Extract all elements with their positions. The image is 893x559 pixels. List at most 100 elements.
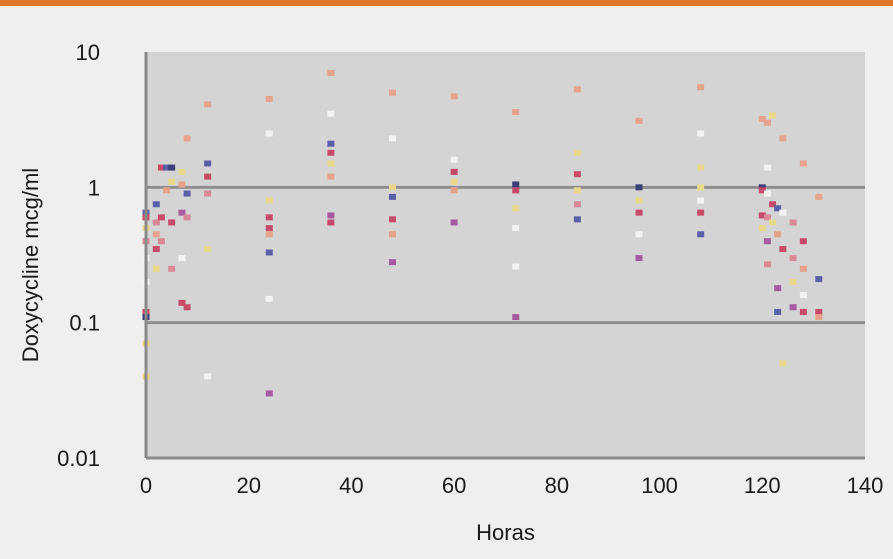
data-point	[157, 214, 165, 221]
data-point	[573, 201, 581, 208]
data-point	[789, 304, 797, 311]
data-point	[450, 178, 458, 185]
data-point	[758, 115, 766, 122]
data-point	[697, 130, 705, 137]
data-point	[327, 173, 335, 180]
data-point	[799, 308, 807, 315]
y-tick-labels: 10 1 0.1 0.01	[57, 40, 100, 471]
data-point	[389, 193, 397, 200]
y-axis-title: Doxycycline mcg/ml	[18, 168, 43, 362]
data-point	[183, 190, 191, 197]
data-point	[758, 225, 766, 232]
data-point	[163, 187, 171, 194]
data-point	[763, 214, 771, 221]
data-point	[152, 219, 160, 226]
data-point	[769, 112, 777, 119]
data-point	[758, 187, 766, 194]
data-point	[168, 178, 176, 185]
data-point	[265, 390, 273, 397]
data-point	[265, 130, 273, 137]
y-tick-label: 10	[76, 40, 100, 65]
data-point	[168, 164, 176, 171]
data-point	[178, 255, 186, 262]
data-point	[758, 212, 766, 219]
data-point	[789, 278, 797, 285]
plot-area	[146, 52, 865, 458]
x-tick-label: 40	[339, 473, 363, 498]
data-point	[573, 86, 581, 93]
data-point	[799, 238, 807, 245]
data-point	[389, 184, 397, 191]
data-point	[265, 95, 273, 102]
data-point	[265, 231, 273, 238]
data-point	[763, 190, 771, 197]
data-point	[697, 84, 705, 91]
data-point	[799, 160, 807, 167]
data-point	[573, 216, 581, 223]
data-point	[327, 219, 335, 226]
data-point	[774, 205, 782, 212]
data-point	[265, 249, 273, 256]
data-point	[573, 149, 581, 156]
data-point	[450, 168, 458, 175]
data-point	[450, 156, 458, 163]
data-point	[763, 261, 771, 268]
data-point	[763, 238, 771, 245]
data-point	[779, 360, 787, 367]
data-point	[389, 135, 397, 142]
data-point	[327, 160, 335, 167]
x-tick-label: 20	[236, 473, 260, 498]
data-point	[799, 265, 807, 272]
data-point	[697, 164, 705, 171]
data-point	[152, 265, 160, 272]
data-point	[769, 219, 777, 226]
data-point	[763, 164, 771, 171]
x-tick-label: 80	[545, 473, 569, 498]
data-point	[763, 119, 771, 126]
data-point	[573, 187, 581, 194]
data-point	[635, 184, 643, 191]
y-tick-label: 0.1	[69, 311, 100, 336]
data-point	[774, 308, 782, 315]
data-point	[183, 304, 191, 311]
data-point	[758, 184, 766, 191]
data-point	[204, 160, 212, 167]
data-point	[327, 110, 335, 117]
data-point	[779, 209, 787, 216]
x-tick-labels: 0 20 40 60 80 100 120 140	[140, 473, 883, 498]
data-point	[265, 225, 273, 232]
data-point	[697, 231, 705, 238]
data-point	[635, 197, 643, 204]
data-point	[635, 209, 643, 216]
data-point	[512, 187, 520, 194]
data-point	[815, 314, 823, 321]
data-point	[204, 246, 212, 253]
top-accent-bar	[0, 0, 893, 6]
data-point	[204, 373, 212, 380]
data-point	[635, 117, 643, 124]
data-point	[815, 276, 823, 283]
data-point	[152, 246, 160, 253]
data-point	[774, 231, 782, 238]
data-point	[389, 231, 397, 238]
data-point	[697, 197, 705, 204]
data-point	[327, 149, 335, 156]
data-point	[450, 93, 458, 100]
data-point	[183, 135, 191, 142]
data-point	[178, 299, 186, 306]
data-point	[327, 212, 335, 219]
x-tick-label: 60	[442, 473, 466, 498]
data-point	[157, 164, 165, 171]
x-tick-label: 0	[140, 473, 152, 498]
data-point	[389, 216, 397, 223]
data-point	[178, 168, 186, 175]
data-point	[573, 171, 581, 178]
data-point	[265, 197, 273, 204]
data-point	[152, 231, 160, 238]
data-point	[512, 109, 520, 116]
data-point	[512, 263, 520, 270]
data-point	[512, 181, 520, 188]
data-point	[635, 231, 643, 238]
data-point	[789, 219, 797, 226]
